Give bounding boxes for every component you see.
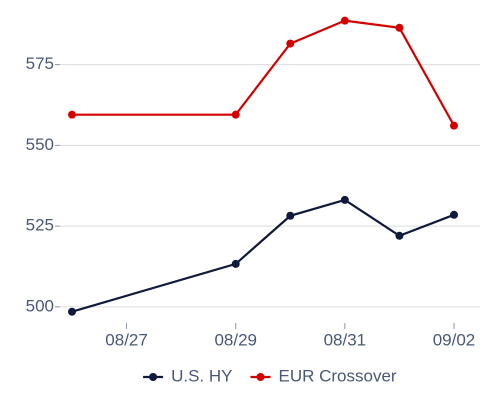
point bbox=[395, 231, 404, 240]
y-tick-label: 550 bbox=[26, 135, 54, 154]
point bbox=[231, 259, 240, 268]
legend: U.S. HY EUR Crossover bbox=[143, 366, 397, 385]
x-tick-label: 08/27 bbox=[105, 330, 148, 349]
y-tick-label: 500 bbox=[26, 296, 54, 315]
point bbox=[395, 23, 404, 32]
x-tick-label: 09/02 bbox=[433, 330, 476, 349]
point bbox=[340, 16, 349, 25]
point bbox=[286, 211, 295, 220]
x-tick-label: 08/29 bbox=[214, 330, 257, 349]
legend-label: U.S. HY bbox=[171, 366, 232, 385]
point bbox=[231, 110, 240, 119]
series-line bbox=[72, 19, 455, 127]
point bbox=[340, 195, 349, 204]
point bbox=[68, 307, 76, 316]
point bbox=[450, 210, 458, 219]
legend-swatch-dot bbox=[149, 373, 158, 381]
point bbox=[68, 110, 76, 119]
legend-label: EUR Crossover bbox=[278, 366, 396, 385]
y-tick-label: 575 bbox=[26, 54, 54, 73]
point bbox=[450, 121, 458, 130]
series-line bbox=[71, 198, 455, 313]
point bbox=[286, 39, 295, 48]
x-tick-label: 08/31 bbox=[324, 330, 367, 349]
y-tick-label: 525 bbox=[26, 216, 54, 235]
legend-swatch-dot bbox=[256, 373, 265, 381]
